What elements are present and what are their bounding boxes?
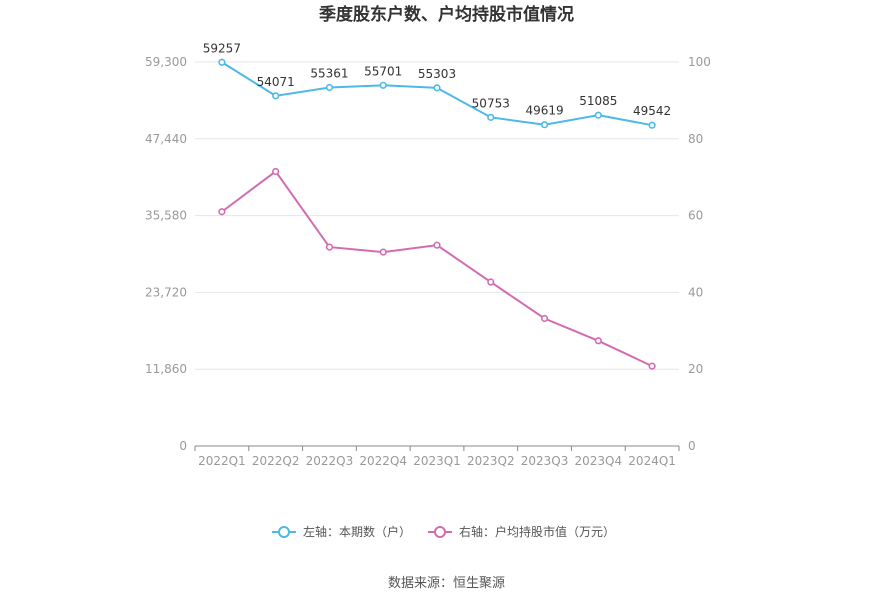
x-axis-tick-label: 2023Q4: [575, 454, 623, 468]
data-point: [218, 58, 226, 66]
x-axis-tick-label: 2022Q1: [198, 454, 246, 468]
right-axis-tick-label: 100: [688, 55, 711, 69]
data-point: [379, 248, 387, 256]
data-point: [594, 337, 602, 345]
data-label: 51085: [579, 94, 617, 108]
left-axis-tick-label: 47,440: [145, 132, 187, 146]
data-label: 50753: [472, 96, 510, 110]
data-label: 49542: [633, 104, 671, 118]
data-point: [325, 243, 334, 251]
data-point: [379, 81, 387, 89]
data-label: 55361: [310, 67, 348, 81]
x-axis-tick-label: 2022Q4: [359, 454, 407, 468]
chart-title: 季度股东户数、户均持股市值情况: [319, 4, 574, 25]
x-axis-tick-label: 2024Q1: [628, 454, 676, 468]
right-axis-tick-label: 60: [688, 209, 703, 223]
x-axis-tick-label: 2023Q3: [521, 454, 569, 468]
data-point: [218, 208, 226, 216]
x-axis-tick-label: 2022Q2: [252, 454, 300, 468]
data-label: 49619: [525, 104, 563, 118]
data-point: [487, 113, 495, 121]
legend-marker: [278, 526, 290, 538]
data-point: [272, 92, 280, 100]
left-axis-tick-label: 23,720: [145, 285, 187, 299]
series-line: [221, 170, 653, 368]
x-axis-tick-label: 2023Q1: [413, 454, 461, 468]
left-axis-tick-label: 35,580: [145, 209, 187, 223]
left-axis-tick-label: 0: [179, 439, 187, 453]
x-axis-tick-label: 2023Q2: [467, 454, 515, 468]
right-axis-tick-label: 0: [688, 439, 696, 453]
left-axis-tick-label: 11,860: [145, 362, 187, 376]
data-point: [433, 84, 441, 92]
right-axis-tick-label: 80: [688, 132, 703, 146]
data-label: 55303: [418, 67, 456, 81]
right-axis-tick-label: 40: [688, 285, 703, 299]
legend: 左轴：本期数（户） 右轴：户均持股市值（万元）: [272, 524, 615, 539]
series: 59257 54071 55361 55701 55303 50753 49619 51085…: [203, 41, 671, 370]
data-label: 59257: [203, 41, 241, 55]
data-point: [648, 121, 656, 129]
data-point: [433, 241, 441, 249]
data-point: [272, 167, 280, 176]
x-axis-tick-label: 2022Q3: [306, 454, 354, 468]
data-point: [487, 278, 495, 286]
data-point: [648, 362, 656, 370]
data-point: [540, 121, 549, 129]
grid: [195, 61, 679, 370]
left-axis-tick-label: 59,300: [145, 55, 187, 69]
axes: 0 0 11,860 20 23,720 40 35,580 60 47,440 80 59,300…: [145, 55, 711, 468]
data-label: 55701: [364, 64, 402, 78]
data-point: [594, 111, 602, 119]
legend-label: 右轴：户均持股市值（万元）: [459, 524, 615, 539]
data-label: 54071: [257, 75, 295, 89]
legend-label: 左轴：本期数（户）: [303, 524, 411, 539]
data-point: [540, 314, 549, 323]
right-axis-tick-label: 20: [688, 362, 703, 376]
data-point: [325, 83, 334, 92]
data-source: 数据来源：恒生聚源: [388, 576, 505, 591]
legend-marker: [434, 526, 446, 538]
